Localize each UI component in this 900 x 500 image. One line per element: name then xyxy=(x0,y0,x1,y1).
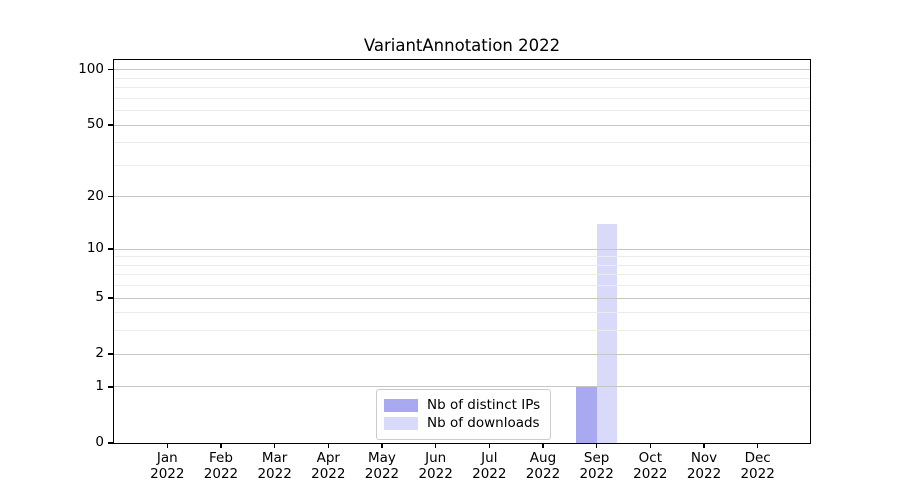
x-tick-mark xyxy=(703,443,705,448)
x-tick-year: 2022 xyxy=(418,466,453,482)
x-tick-label: Mar 2022 xyxy=(245,450,305,482)
x-tick-month: Aug xyxy=(529,450,557,466)
x-tick-year: 2022 xyxy=(203,466,239,482)
x-tick-month: Jan xyxy=(156,450,178,466)
y-tick-label: 5 xyxy=(95,289,104,306)
x-tick-mark xyxy=(166,443,168,448)
x-tick-month: Apr xyxy=(316,450,340,466)
legend-item: Nb of downloads xyxy=(384,415,540,431)
y-tick-label: 0 xyxy=(95,434,104,450)
x-tick-label: Aug 2022 xyxy=(513,450,573,482)
gridline-major xyxy=(114,124,810,126)
x-tick-year: 2022 xyxy=(472,466,507,482)
bar-sep-series0 xyxy=(575,386,597,443)
gridline-major xyxy=(114,69,810,71)
gridline-major xyxy=(114,386,810,388)
x-tick-label: May 2022 xyxy=(352,450,412,482)
x-tick-year: 2022 xyxy=(150,466,185,482)
x-tick-label: Sep 2022 xyxy=(567,450,627,482)
x-tick-year: 2022 xyxy=(364,466,400,482)
x-tick-mark xyxy=(649,443,652,448)
x-tick-mark xyxy=(595,443,598,448)
x-tick-month: Jun xyxy=(425,450,447,466)
y-tick-label: 1 xyxy=(95,377,104,394)
x-tick-mark xyxy=(488,443,490,448)
x-tick-month: Mar xyxy=(261,450,288,466)
x-tick-mark xyxy=(381,443,383,448)
x-tick-mark xyxy=(434,443,437,448)
x-tick-label: Jun 2022 xyxy=(406,450,466,482)
x-tick-label: Dec 2022 xyxy=(728,450,788,482)
x-tick-mark xyxy=(327,443,329,448)
y-tick-mark xyxy=(108,353,114,355)
gridline-minor xyxy=(114,77,810,79)
gridline-minor xyxy=(114,274,810,276)
gridline-minor xyxy=(114,330,810,332)
y-tick-label: 20 xyxy=(86,187,104,204)
x-tick-mark xyxy=(273,443,276,448)
legend-swatch-distinct-ips xyxy=(384,398,418,412)
x-tick-month: Oct xyxy=(638,450,662,466)
legend-item: Nb of distinct IPs xyxy=(384,397,540,413)
x-tick-year: 2022 xyxy=(525,466,561,482)
gridline-minor xyxy=(114,264,810,266)
y-tick-mark xyxy=(108,69,114,71)
x-tick-month: May xyxy=(368,450,396,466)
x-tick-month: Sep xyxy=(583,450,610,466)
bar-sep-series1 xyxy=(596,224,618,443)
x-tick-month: Dec xyxy=(744,450,771,466)
x-tick-mark xyxy=(756,443,759,448)
x-tick-year: 2022 xyxy=(311,466,346,482)
gridline-major xyxy=(114,196,810,198)
gridline-minor xyxy=(114,312,810,314)
y-tick-mark xyxy=(108,196,114,198)
x-tick-label: Oct 2022 xyxy=(620,450,680,482)
y-tick-mark xyxy=(108,124,114,126)
legend-label: Nb of downloads xyxy=(427,415,540,431)
x-tick-mark xyxy=(542,443,544,448)
x-tick-label: Feb 2022 xyxy=(191,450,251,482)
x-tick-year: 2022 xyxy=(633,466,668,482)
x-tick-month: Feb xyxy=(209,450,233,466)
x-tick-year: 2022 xyxy=(257,466,292,482)
gridline-major xyxy=(114,297,810,299)
y-tick-label: 10 xyxy=(86,240,104,257)
x-tick-label: Apr 2022 xyxy=(298,450,358,482)
y-tick-label: 2 xyxy=(95,345,104,362)
gridline-major xyxy=(114,353,810,355)
x-tick-year: 2022 xyxy=(579,466,614,482)
y-tick-mark xyxy=(108,442,114,444)
gridline-minor xyxy=(114,256,810,258)
x-tick-year: 2022 xyxy=(686,466,722,482)
gridline-minor xyxy=(114,97,810,99)
x-tick-year: 2022 xyxy=(740,466,775,482)
y-tick-mark xyxy=(108,297,114,299)
gridline-major xyxy=(114,248,810,250)
gridline-minor xyxy=(114,142,810,144)
y-tick-mark xyxy=(108,248,114,250)
legend-label: Nb of distinct IPs xyxy=(427,397,541,413)
x-tick-mark xyxy=(220,443,222,448)
x-tick-month: Jul xyxy=(481,450,498,466)
gridline-minor xyxy=(114,87,810,89)
legend-swatch-downloads xyxy=(384,416,418,430)
x-tick-label: Jan 2022 xyxy=(137,450,197,482)
chart-title: VariantAnnotation 2022 xyxy=(363,36,561,55)
gridline-minor xyxy=(114,164,810,166)
gridline-minor xyxy=(114,110,810,112)
y-tick-mark xyxy=(108,386,114,388)
x-tick-month: Nov xyxy=(690,450,718,466)
gridline-minor xyxy=(114,285,810,287)
legend: Nb of distinct IPs Nb of downloads xyxy=(376,389,552,440)
y-tick-label: 50 xyxy=(86,116,104,133)
x-tick-label: Nov 2022 xyxy=(674,450,734,482)
x-tick-label: Jul 2022 xyxy=(459,450,519,482)
y-tick-label: 100 xyxy=(78,60,104,77)
